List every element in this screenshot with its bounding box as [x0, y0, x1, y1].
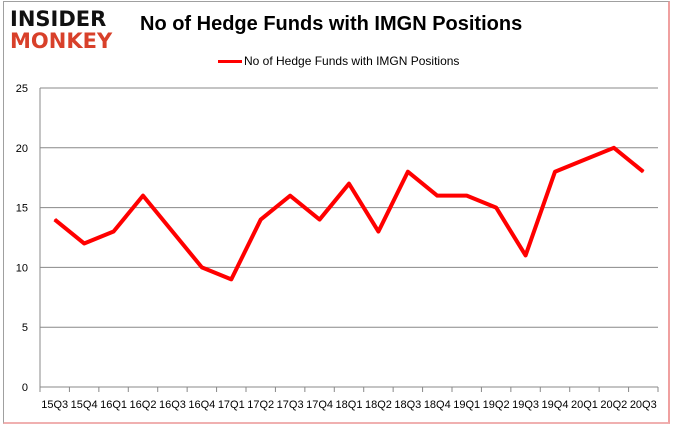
x-tick-label: 17Q4	[306, 399, 333, 411]
x-tick-label: 20Q1	[571, 399, 598, 411]
x-tick-label: 19Q1	[453, 399, 480, 411]
insider-monkey-logo: INSIDER MONKEY	[10, 8, 128, 52]
data-point	[613, 147, 615, 149]
x-tick-label: 19Q4	[542, 399, 569, 411]
data-point	[319, 219, 321, 221]
y-tick-label: 15	[16, 203, 28, 215]
data-point	[260, 219, 262, 221]
x-tick-label: 17Q3	[277, 399, 304, 411]
x-tick-label: 19Q2	[483, 399, 510, 411]
x-tick-label: 16Q1	[100, 399, 127, 411]
x-tick-label: 18Q1	[336, 399, 363, 411]
legend-swatch	[218, 59, 242, 63]
legend-label: No of Hedge Funds with IMGN Positions	[244, 54, 460, 68]
data-point	[230, 278, 232, 280]
data-point	[407, 171, 409, 173]
x-tick-label: 15Q3	[41, 399, 68, 411]
data-point	[201, 266, 203, 268]
data-point	[171, 231, 173, 233]
x-tick-label: 18Q3	[394, 399, 421, 411]
y-tick-label: 25	[16, 83, 28, 95]
x-tick-label: 19Q3	[512, 399, 539, 411]
x-tick-label: 16Q4	[188, 399, 215, 411]
data-point	[525, 254, 527, 256]
y-tick-label: 10	[16, 262, 28, 274]
data-point	[583, 159, 585, 161]
data-point	[83, 242, 85, 244]
data-point	[113, 231, 115, 233]
y-tick-label: 0	[22, 382, 28, 394]
chart-frame	[3, 1, 670, 424]
data-point	[436, 195, 438, 197]
y-tick-label: 5	[22, 322, 28, 334]
data-point	[289, 195, 291, 197]
data-point	[495, 207, 497, 209]
data-point	[642, 171, 644, 173]
x-tick-label: 20Q3	[630, 399, 657, 411]
x-tick-label: 16Q2	[130, 399, 157, 411]
logo-line2: MONKEY	[10, 29, 113, 53]
x-tick-label: 18Q4	[424, 399, 451, 411]
data-point	[348, 183, 350, 185]
x-tick-label: 17Q1	[218, 399, 245, 411]
data-point	[554, 171, 556, 173]
x-tick-label: 15Q4	[71, 399, 98, 411]
y-tick-label: 20	[16, 143, 28, 155]
x-tick-label: 17Q2	[247, 399, 274, 411]
series-line	[53, 145, 645, 282]
x-tick-label: 16Q3	[159, 399, 186, 411]
x-tick-label: 18Q2	[365, 399, 392, 411]
logo-line1: INSIDER	[10, 7, 107, 31]
x-tick-label: 20Q2	[600, 399, 627, 411]
data-point	[142, 195, 144, 197]
chart-title: No of Hedge Funds with IMGN Positions	[140, 13, 523, 35]
data-point	[54, 219, 56, 221]
data-point	[466, 195, 468, 197]
data-point	[377, 231, 379, 233]
legend: No of Hedge Funds with IMGN Positions	[218, 54, 459, 68]
